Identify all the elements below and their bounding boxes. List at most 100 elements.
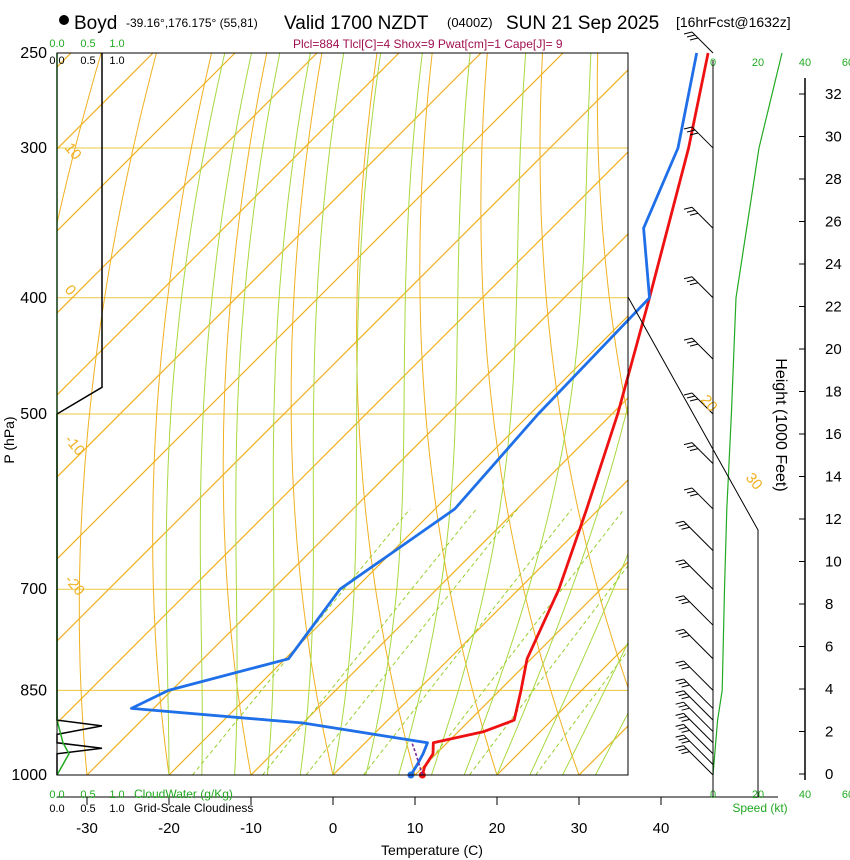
wind-barb-feather [681, 666, 690, 670]
wind-barb-feather [675, 520, 684, 524]
cloudiness-bottom-tick: 0.0 [49, 803, 64, 815]
dewpoint-line [130, 52, 699, 776]
moist-adiabat [562, 641, 628, 775]
wind-barb-feather [675, 678, 684, 682]
moist-adiabat [332, 53, 382, 775]
isotherm-line [57, 151, 628, 724]
plot-area: 1 2 3 5 8 12 20 [57, 32, 850, 801]
wind-barb-staff [683, 629, 714, 660]
cloudiness-profile [56, 53, 103, 775]
wind-barb-feather [683, 487, 693, 491]
wind-barbs [675, 31, 714, 776]
station-coords: -39.16°,176.175° (55,81) [126, 16, 258, 30]
cloudiness-bottom-tick: 1.0 [109, 803, 124, 815]
dry-adiabat [653, 32, 838, 801]
wind-barb-feather [681, 601, 690, 605]
wind-barb-feather [678, 681, 687, 685]
wind-barb-feather [683, 276, 693, 280]
wind-barb-feather [675, 595, 684, 599]
wind-barb-feather [678, 704, 687, 708]
moist-adiabat [496, 403, 628, 775]
chart-series [56, 52, 783, 779]
dry-adiabat [419, 53, 498, 775]
x-tick-label: 30 [571, 820, 588, 837]
wind-barb [675, 745, 714, 776]
parcel-line [411, 742, 424, 776]
wind-barb-feather [681, 696, 690, 700]
speed-bottom-tick: 40 [799, 789, 811, 801]
isotherm-line [743, 53, 850, 775]
wind-barb-staff [683, 678, 714, 709]
wind-barb-feather [681, 526, 690, 530]
isotherm-line [57, 53, 400, 396]
wind-barb-staff [691, 487, 714, 510]
wind-barb-feather [689, 448, 699, 452]
speed-label: Speed (kt) [732, 801, 787, 815]
valid-time: Valid 1700 NZDT [284, 13, 429, 34]
plot-frame [56, 52, 629, 776]
wind-barb-feather [675, 723, 684, 727]
wind-barb-feather [686, 129, 696, 133]
wind-barb [675, 595, 714, 626]
mixing-ratio-line [363, 508, 573, 775]
wind-barb-staff [683, 595, 714, 626]
dry-adiabat [290, 53, 334, 775]
moist-adiabat [299, 53, 345, 775]
dry-adiabat [596, 53, 628, 420]
wind-barb-feather [689, 343, 699, 347]
wind-barb [683, 126, 714, 149]
mixing-ratio-label: 12 [467, 779, 487, 799]
height-tick-label: 0 [825, 766, 833, 783]
wind-barb-feather [678, 726, 687, 730]
wind-barb-feather [681, 634, 690, 638]
wind-barb-feather [675, 745, 684, 749]
height-tick-label: 4 [825, 681, 833, 698]
isotherm-label: 10 [61, 140, 85, 164]
cloudwater-bottom-tick: 0.5 [80, 789, 95, 801]
wind-barb-feather [683, 206, 693, 210]
wind-barb-feather [678, 715, 687, 719]
isotherm-line [57, 53, 318, 314]
wind-barb-staff [683, 734, 714, 765]
isotherm-line [250, 397, 628, 775]
y-axis-title: P (hPa) [1, 416, 17, 463]
moist-adiabat [365, 53, 423, 775]
height-tick-label: 10 [825, 554, 842, 571]
wind-barb-staff [691, 276, 714, 299]
wind-barb-feather [681, 751, 690, 755]
wind-barb [683, 442, 714, 464]
wind-barb-feather [686, 490, 696, 494]
dry-adiabat [222, 53, 268, 775]
cloudwater-top-tick: 1.0 [109, 38, 124, 50]
cloudiness-top-tick: 0.0 [49, 55, 64, 67]
isotherm-label: 20 [697, 392, 721, 416]
wind-barb-feather [681, 740, 690, 744]
height-tick-label: 32 [825, 86, 842, 103]
cloudwater-top-tick: 0.0 [49, 38, 64, 50]
moist-adiabat [529, 552, 628, 775]
wind-barb-feather [683, 442, 693, 446]
wind-barb [683, 31, 714, 54]
dry-adiabat [539, 53, 628, 690]
wind-speed-profile [712, 52, 783, 776]
wind-barb-staff [683, 559, 714, 590]
wind-barb [675, 712, 714, 744]
height-tick-label: 8 [825, 596, 833, 613]
moist-adiabat [234, 53, 281, 775]
cloudiness-label: Grid-Scale Cloudiness [134, 801, 253, 815]
pressure-tick-label: 250 [20, 45, 47, 62]
cloudiness-top-tick: 1.0 [109, 55, 124, 67]
isotherm-line [57, 69, 628, 642]
mixing-ratio-label: 2 [260, 782, 275, 797]
wind-barb-feather [689, 493, 699, 497]
isotherm-label: -20 [61, 572, 88, 600]
wind-barb-feather [678, 737, 687, 741]
utc-time: (0400Z) [447, 15, 493, 30]
wind-barb [683, 487, 714, 510]
wind-barb [675, 723, 714, 755]
wind-barb-staff [683, 713, 714, 744]
wind-barb-feather [689, 132, 699, 136]
wind-barb [675, 734, 714, 765]
cloudiness-bottom-tick: 0.5 [80, 803, 95, 815]
